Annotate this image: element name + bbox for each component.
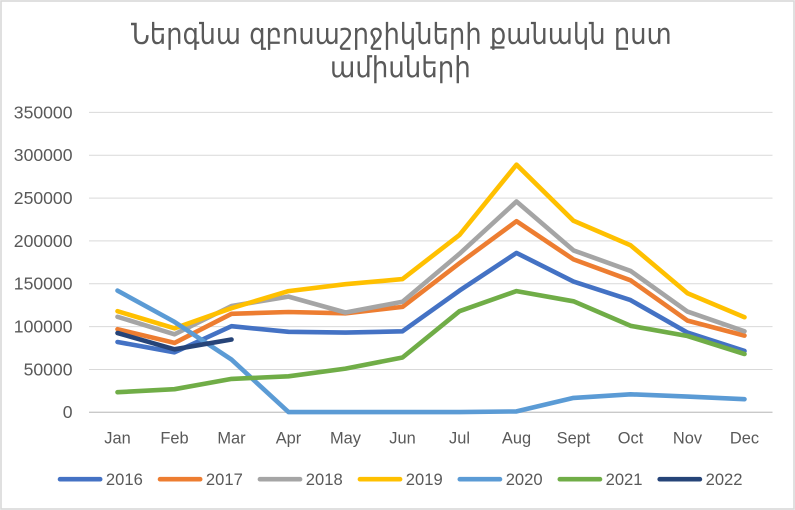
svg-text:300000: 300000 [14, 145, 73, 165]
svg-text:Sept: Sept [557, 429, 591, 447]
svg-text:0: 0 [63, 402, 73, 422]
svg-text:Jan: Jan [104, 429, 130, 447]
svg-text:Jul: Jul [449, 429, 470, 447]
svg-text:Oct: Oct [618, 429, 644, 447]
svg-text:Aug: Aug [502, 429, 531, 447]
svg-text:200000: 200000 [14, 231, 73, 251]
svg-text:100000: 100000 [14, 317, 73, 337]
svg-text:2017: 2017 [206, 470, 243, 489]
svg-text:Nov: Nov [673, 429, 703, 447]
svg-text:Apr: Apr [276, 429, 302, 447]
svg-text:Dec: Dec [730, 429, 759, 447]
svg-text:50000: 50000 [24, 359, 73, 379]
svg-text:Jun: Jun [389, 429, 415, 447]
svg-text:350000: 350000 [14, 102, 73, 122]
svg-text:2018: 2018 [306, 470, 343, 489]
svg-text:2020: 2020 [506, 470, 543, 489]
svg-text:250000: 250000 [14, 188, 73, 208]
svg-text:Feb: Feb [160, 429, 188, 447]
svg-text:150000: 150000 [14, 274, 73, 294]
svg-text:2022: 2022 [706, 470, 743, 489]
svg-text:2021: 2021 [606, 470, 643, 489]
svg-text:2016: 2016 [106, 470, 143, 489]
svg-text:May: May [330, 429, 362, 447]
svg-text:Mar: Mar [217, 429, 246, 447]
svg-text:2019: 2019 [406, 470, 443, 489]
